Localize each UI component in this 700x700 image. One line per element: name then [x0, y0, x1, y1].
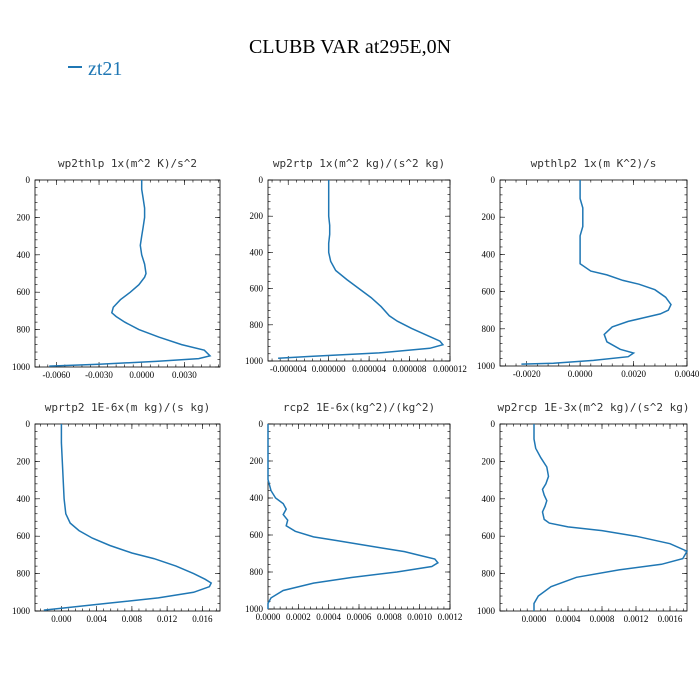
subplot-6: wp2rcp 1E-3x(m^2 kg)/(s^2 kg)0 200 400 600 8… — [477, 401, 690, 624]
y-tick-label: 800 — [17, 325, 31, 335]
x-tick-label: 0.0008 — [377, 612, 402, 622]
x-tick-label: 0.0000 — [568, 369, 593, 379]
plot-frame — [34, 423, 221, 612]
y-tick-label: 800 — [17, 569, 31, 579]
y-tick-label: 400 — [482, 249, 496, 259]
y-tick-label: 800 — [482, 569, 496, 579]
plot-frame — [267, 179, 451, 362]
x-tick-label: 0.0016 — [658, 614, 683, 624]
y-tick-label: 200 — [482, 456, 496, 466]
subplot-title: wp2thlp 1x(m^2 K)/s^2 — [58, 157, 197, 170]
y-tick-label: 200 — [250, 456, 264, 466]
x-tick-label: 0.0004 — [316, 612, 341, 622]
x-tick-label: 0.0012 — [438, 612, 463, 622]
subplot-5: rcp2 1E-6x(kg^2)/(kg^2) 0 200 400 600 800 1000… — [245, 401, 462, 622]
y-tick-label: 0 — [259, 419, 264, 429]
x-tick-label: 0.000008 — [393, 364, 427, 374]
y-tick-label: 200 — [250, 211, 264, 221]
y-tick-label: 400 — [250, 247, 264, 257]
x-tick-label: 0.0008 — [590, 614, 615, 624]
y-tick-label: 600 — [250, 284, 264, 294]
x-tick-label: 0.0006 — [347, 612, 372, 622]
legend-label: zt21 — [88, 58, 123, 80]
subplot-2: wp2rtp 1x(m^2 kg)/(s^2 kg) 0 200 400 600 800 1… — [245, 157, 467, 374]
y-tick-label: 600 — [482, 531, 496, 541]
x-tick-label: 0.000000 — [312, 364, 346, 374]
subplot-1: wp2thlp 1x(m^2 K)/s^2 0 200 400 600 800 1000 -0… — [12, 157, 221, 380]
y-tick-label: 0 — [26, 175, 31, 185]
x-tick-label: 0.004 — [87, 614, 108, 624]
x-tick-label: 0.000 — [51, 614, 72, 624]
y-tick-label: 0 — [491, 175, 496, 185]
plot-frame — [499, 423, 688, 612]
y-tick-label: 600 — [250, 530, 264, 540]
x-tick-label: 0.0040 — [675, 369, 700, 379]
y-tick-label: 1000 — [12, 362, 31, 372]
x-tick-label: 0.016 — [192, 614, 213, 624]
x-tick-label: 0.012 — [157, 614, 177, 624]
x-tick-label: 0.0000 — [129, 370, 154, 380]
subplot-title: wprtp2 1E-6x(m kg)/(s kg) — [45, 401, 211, 414]
y-tick-label: 1000 — [477, 606, 496, 616]
y-tick-label: 200 — [482, 212, 496, 222]
y-tick-label: 0 — [491, 419, 496, 429]
y-tick-label: 600 — [482, 287, 496, 297]
y-tick-label: 400 — [17, 494, 31, 504]
x-tick-label: -0.0020 — [513, 369, 541, 379]
plot-frame — [267, 423, 451, 610]
x-tick-label: 0.0010 — [407, 612, 432, 622]
y-tick-label: 200 — [17, 212, 31, 222]
subplot-title: rcp2 1E-6x(kg^2)/(kg^2) — [283, 401, 435, 414]
y-tick-label: 800 — [250, 567, 264, 577]
series-line-zt21 — [533, 424, 689, 611]
x-tick-label: -0.0060 — [42, 370, 70, 380]
y-tick-label: 600 — [17, 531, 31, 541]
x-tick-label: 0.000012 — [433, 364, 467, 374]
subplot-title: wpthlp2 1x(m K^2)/s — [531, 157, 657, 170]
y-tick-label: 1000 — [245, 356, 264, 366]
subplot-title: wp2rtp 1x(m^2 kg)/(s^2 kg) — [273, 157, 445, 170]
figure-title: CLUBB VAR at295E,0N — [248, 36, 452, 58]
series-line-zt21 — [521, 180, 672, 365]
legend: zt21 — [68, 58, 122, 81]
subplot-4: wprtp2 1E-6x(m kg)/(s kg) 0 200 400 600 800 10… — [12, 401, 221, 624]
plot-frame — [499, 179, 688, 367]
legend-swatch — [68, 66, 82, 69]
x-tick-label: 0.0000 — [522, 614, 547, 624]
x-tick-label: -0.000004 — [270, 364, 307, 374]
subplot-title: wp2rcp 1E-3x(m^2 kg)/(s^2 kg) — [497, 401, 689, 414]
x-tick-label: 0.008 — [122, 614, 143, 624]
y-tick-label: 800 — [250, 320, 264, 330]
y-tick-label: 800 — [482, 324, 496, 334]
y-tick-label: 1000 — [245, 604, 264, 614]
plot-frame — [34, 179, 221, 368]
x-tick-label: 0.0004 — [556, 614, 581, 624]
x-tick-label: 0.0030 — [172, 370, 197, 380]
y-tick-label: 0 — [26, 419, 31, 429]
x-tick-label: 0.0000 — [256, 612, 281, 622]
x-tick-label: 0.0020 — [621, 369, 646, 379]
subplot-3: wpthlp2 1x(m K^2)/s 0 200 400 600 800 1000 -0.0… — [477, 157, 700, 379]
series-line-zt21 — [43, 424, 213, 611]
series-line-zt21 — [267, 424, 440, 609]
y-tick-label: 200 — [17, 456, 31, 466]
x-tick-label: -0.0030 — [85, 370, 113, 380]
x-tick-label: 0.000004 — [352, 364, 386, 374]
y-tick-label: 600 — [17, 287, 31, 297]
y-tick-label: 400 — [250, 493, 264, 503]
x-tick-label: 0.0002 — [286, 612, 311, 622]
y-tick-label: 0 — [259, 175, 264, 185]
y-tick-label: 1000 — [12, 606, 31, 616]
y-tick-label: 1000 — [477, 361, 496, 371]
y-tick-label: 400 — [482, 494, 496, 504]
series-line-zt21 — [278, 180, 445, 360]
x-tick-label: 0.0012 — [624, 614, 649, 624]
series-line-zt21 — [49, 180, 212, 367]
y-tick-label: 400 — [17, 250, 31, 260]
